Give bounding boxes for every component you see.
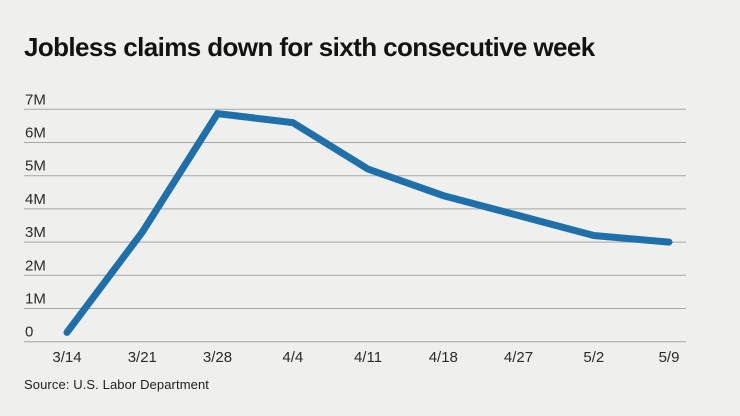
x-tick-label: 4/11 — [354, 349, 382, 366]
y-tick-label: 4M — [25, 191, 46, 208]
y-tick-label: 6M — [25, 125, 46, 142]
x-tick-label: 5/9 — [659, 349, 680, 366]
y-tick-label: 5M — [25, 158, 46, 175]
x-tick-label: 3/14 — [52, 349, 81, 366]
chart-source: Source: U.S. Labor Department — [24, 377, 209, 392]
x-tick-label: 5/2 — [583, 349, 604, 366]
y-tick-label: 3M — [25, 224, 46, 241]
y-tick-label: 7M — [25, 91, 46, 108]
y-tick-label: 1M — [25, 291, 46, 308]
x-tick-label: 3/28 — [203, 349, 232, 366]
x-tick-label: 4/4 — [282, 349, 303, 366]
jobless-claims-series-line — [63, 109, 673, 336]
y-tick-label: 0 — [25, 324, 33, 341]
x-tick-label: 4/27 — [504, 349, 533, 366]
x-tick-label: 4/18 — [429, 349, 458, 366]
y-tick-label: 2M — [25, 257, 46, 274]
chart-title: Jobless claims down for sixth consecutiv… — [24, 32, 595, 62]
x-tick-label: 3/21 — [128, 349, 157, 366]
